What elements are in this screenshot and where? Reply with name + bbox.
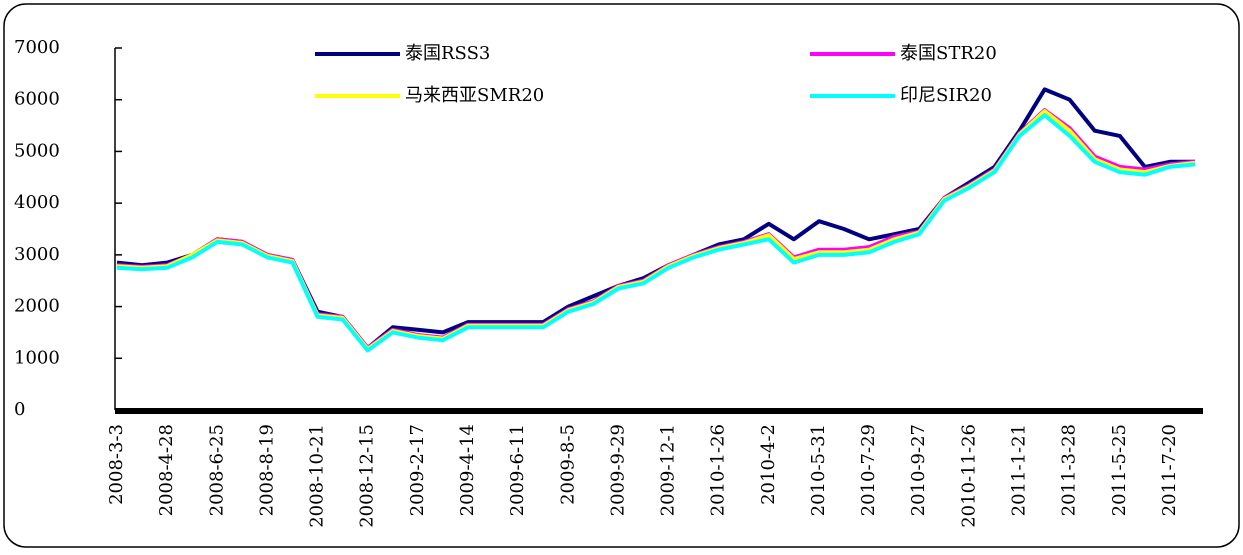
y-tick-label: 4000 [14,192,60,213]
x-tick-label: 2008-6-25 [206,424,227,516]
x-tick-label: 2009-4-14 [457,424,478,516]
x-tick-label: 2011-7-20 [1159,424,1180,516]
y-tick-label: 5000 [14,140,60,161]
x-axis [115,408,1203,414]
legend-label: 泰国RSS3 [405,43,490,64]
x-tick-label: 2009-2-17 [407,424,428,516]
x-tick-label: 2010-11-26 [958,424,979,528]
y-tick-label: 6000 [14,89,60,110]
x-tick-label: 2011-5-25 [1109,424,1130,516]
x-tick-label: 2008-4-28 [156,424,177,516]
series-line [116,113,1196,353]
y-tick-label: 2000 [14,296,60,317]
x-tick-label: 2009-12-1 [658,424,679,516]
x-tick-label: 2010-4-2 [758,424,779,505]
y-tick-label: 0 [14,399,25,420]
legend-label: 马来西亚SMR20 [405,85,544,106]
x-tick-label: 2009-9-29 [607,424,628,516]
y-tick-label: 7000 [14,37,60,58]
x-tick-label: 2008-8-19 [256,424,277,516]
legend-label: 印尼SIR20 [900,85,992,106]
x-tick-label: 2008-12-15 [357,424,378,528]
x-tick-label: 2008-3-3 [106,424,127,505]
y-tick-label: 1000 [14,347,60,368]
x-tick-label: 2009-8-5 [557,424,578,505]
x-tick-label: 2010-9-27 [908,424,929,516]
legend-label: 泰国STR20 [900,43,997,64]
x-tick-label: 2009-6-11 [507,424,528,516]
y-tick-label: 3000 [14,244,60,265]
x-tick-label: 2010-7-29 [858,424,879,516]
x-tick-label: 2008-10-21 [307,424,328,528]
x-tick-label: 2010-5-31 [808,424,829,516]
x-tick-label: 2011-1-21 [1009,424,1030,516]
x-tick-label: 2010-1-26 [708,424,729,516]
x-tick-label: 2011-3-28 [1059,424,1080,516]
